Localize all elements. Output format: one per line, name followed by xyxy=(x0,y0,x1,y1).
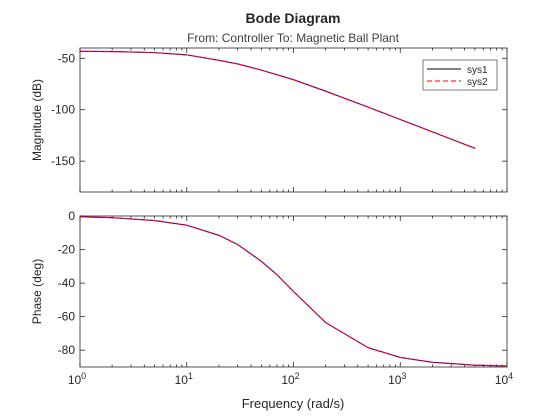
x-tick-label: 104 xyxy=(495,371,513,387)
phase-y-axis-label: Phase (deg) xyxy=(30,259,44,324)
chart-subtitle: From: Controller To: Magnetic Ball Plant xyxy=(187,31,400,45)
magnitude-y-axis-label: Magnitude (dB) xyxy=(30,79,44,161)
legend-entry-sys2: sys2 xyxy=(467,77,488,88)
x-tick-label: 102 xyxy=(281,371,299,387)
magnitude-line-sys2 xyxy=(80,50,476,149)
phase-y-tick-label: -80 xyxy=(58,343,76,357)
phase-y-tick-label: -40 xyxy=(58,276,76,290)
phase-line-sys2 xyxy=(80,216,507,367)
phase-y-tick-label: 0 xyxy=(68,209,75,223)
phase-panel: 0 -20 -40 -60 -80 Phase (deg) 100 101 102 103 104 xyxy=(30,209,513,387)
phase-y-tick-label: -60 xyxy=(58,310,76,324)
phase-y-tick-label: -20 xyxy=(58,243,76,257)
x-tick-label: 100 xyxy=(68,371,86,387)
magnitude-y-tick-label: -100 xyxy=(51,103,75,117)
legend-box xyxy=(422,59,498,91)
magnitude-series-group xyxy=(80,50,476,149)
magnitude-y-tick-label: -50 xyxy=(58,51,76,65)
chart-title: Bode Diagram xyxy=(246,10,341,26)
phase-series-group xyxy=(80,216,507,367)
x-tick-label: 101 xyxy=(175,371,193,387)
x-tick-label: 103 xyxy=(388,371,406,387)
legend-entry-sys1: sys1 xyxy=(467,65,488,76)
x-axis-label: Frequency (rad/s) xyxy=(242,396,345,411)
magnitude-y-tick-label: -150 xyxy=(51,154,75,168)
